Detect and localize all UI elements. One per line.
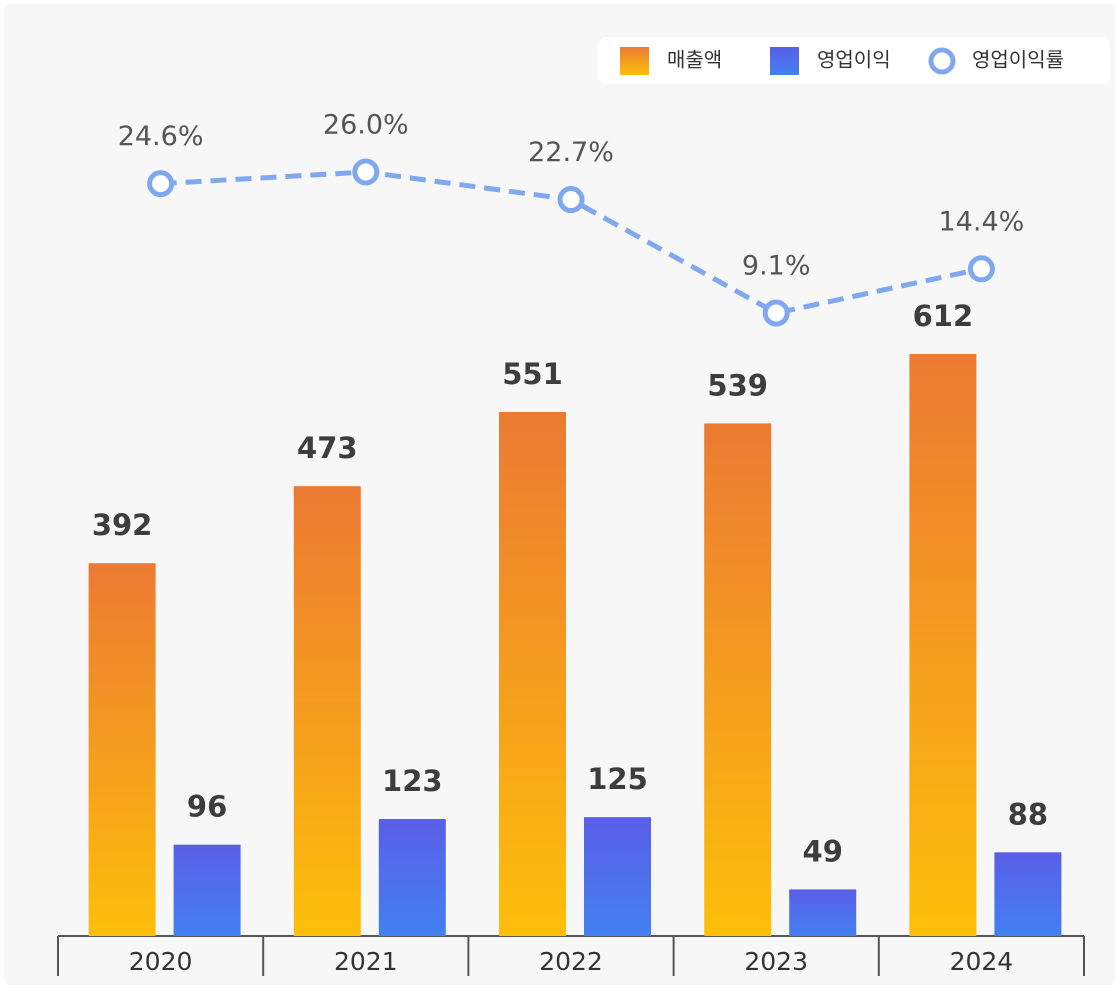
line-point — [762, 299, 790, 327]
data-label: 551 — [502, 357, 563, 391]
x-tick-label: 2020 — [129, 947, 193, 976]
data-label: 125 — [587, 762, 648, 796]
data-label: 612 — [913, 299, 974, 333]
line-point — [967, 255, 995, 283]
data-label: 392 — [92, 508, 153, 542]
data-label: 88 — [1008, 797, 1048, 831]
data-label: 96 — [187, 790, 227, 824]
data-label: 123 — [382, 764, 443, 798]
data-label: 49 — [803, 834, 843, 868]
data-label: 22.7% — [528, 137, 614, 168]
x-tick-label: 2023 — [744, 947, 808, 976]
bar — [789, 889, 857, 936]
legend-label: 영업이익률 — [972, 48, 1064, 72]
legend-label: 매출액 — [667, 48, 722, 72]
data-label: 539 — [707, 368, 768, 402]
line-point — [352, 158, 380, 186]
bar — [909, 353, 977, 936]
bar — [994, 852, 1062, 936]
bar — [584, 817, 651, 936]
data-label: 9.1% — [742, 251, 811, 282]
legend-swatch — [928, 47, 956, 75]
bar — [88, 563, 156, 936]
x-tick-label: 2024 — [950, 947, 1014, 976]
data-label: 24.6% — [118, 121, 204, 152]
legend-label: 영업이익 — [817, 48, 891, 72]
data-label: 14.4% — [939, 206, 1025, 237]
bar — [293, 486, 361, 936]
bar — [173, 844, 241, 936]
data-label: 473 — [297, 431, 358, 465]
bar — [704, 423, 772, 936]
legend-swatch — [770, 47, 799, 75]
x-tick-label: 2022 — [539, 947, 603, 976]
bar — [499, 411, 566, 936]
legend-swatch — [620, 47, 649, 75]
line-point — [147, 170, 175, 198]
line-point — [557, 186, 585, 214]
bar — [378, 819, 446, 936]
legend-box — [598, 37, 1110, 84]
x-tick-label: 2021 — [334, 947, 398, 976]
data-label: 26.0% — [323, 109, 409, 140]
